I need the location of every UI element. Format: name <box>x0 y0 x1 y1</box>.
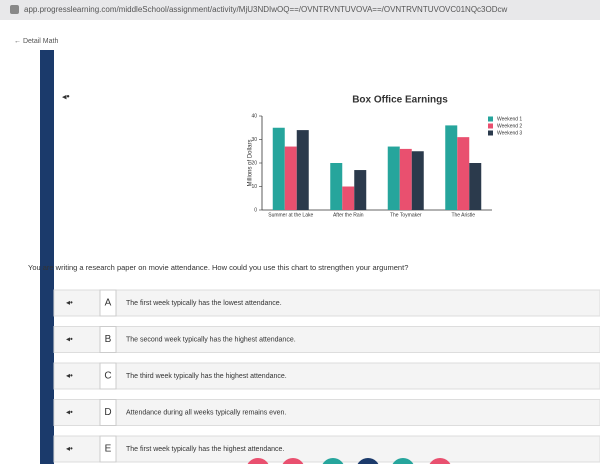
y-tick-label: 10 <box>251 184 257 190</box>
legend-swatch <box>488 130 493 136</box>
option-text[interactable]: The second week typically has the highes… <box>126 336 296 343</box>
legend-swatch <box>488 116 493 122</box>
bar <box>284 146 297 210</box>
speaker-icon[interactable]: ◂• <box>66 335 73 344</box>
letter-box[interactable] <box>99 399 117 426</box>
letter-box[interactable] <box>99 326 117 353</box>
bar <box>387 146 400 210</box>
legend-label: Weekend 3 <box>497 130 522 136</box>
y-axis-label: Millions of Dollars <box>248 139 254 186</box>
bar <box>399 148 412 210</box>
option-letter[interactable]: E <box>105 444 112 455</box>
back-link[interactable]: ← Detail Math <box>14 38 58 45</box>
x-tick-label: After the Rain <box>333 212 364 218</box>
bar <box>457 137 470 210</box>
x-tick-label: Summer at the Lake <box>268 212 313 218</box>
back-text[interactable]: Detail Math <box>23 38 59 45</box>
legend-label: Weekend 1 <box>497 116 522 122</box>
bar <box>469 163 482 210</box>
legend-swatch <box>488 123 493 129</box>
legend-label: Weekend 2 <box>497 123 522 129</box>
bar <box>272 127 285 210</box>
letter-box[interactable] <box>99 362 117 390</box>
y-tick-label: 20 <box>251 160 257 166</box>
url[interactable]: app.progresslearning.com/middleSchool/as… <box>24 5 507 14</box>
letter-box[interactable] <box>99 435 117 463</box>
y-tick-label: 0 <box>254 207 257 213</box>
chart-title: Box Office Earnings <box>352 95 448 106</box>
options: ◂• A The first week typically has the lowe… <box>53 289 600 463</box>
x-tick-label: The Toymaker <box>390 212 422 218</box>
address-bar <box>0 0 600 20</box>
site-icon <box>10 5 19 14</box>
y-tick-label: 30 <box>251 137 257 143</box>
letter-box[interactable] <box>99 289 117 317</box>
option-row[interactable] <box>53 326 600 353</box>
speaker-icon[interactable]: ◂• <box>66 298 73 307</box>
speaker-icon[interactable]: ◂• <box>66 408 73 417</box>
speaker-icon[interactable]: ◂• <box>62 91 70 101</box>
option-letter[interactable]: A <box>105 298 112 309</box>
speaker-icon[interactable]: ◂• <box>66 371 73 380</box>
speaker-icon[interactable]: ◂• <box>66 444 73 453</box>
bar <box>296 130 309 210</box>
option-text[interactable]: The third week typically has the highest… <box>126 373 287 380</box>
bar <box>445 125 458 210</box>
option-text[interactable]: The first week typically has the lowest … <box>126 300 282 307</box>
chart: Box Office Earnings Millions of Dollars … <box>248 95 523 219</box>
bar <box>411 151 424 210</box>
question: You are writing a research paper on movi… <box>28 263 408 272</box>
x-tick-label: The Aristle <box>451 212 475 218</box>
bar <box>342 186 355 210</box>
option-letter[interactable]: C <box>104 371 111 382</box>
option-text[interactable]: Attendance during all weeks typically re… <box>126 409 286 416</box>
option-row[interactable] <box>53 362 600 390</box>
side-bar <box>40 50 54 464</box>
option-text[interactable]: The first week typically has the highest… <box>126 446 284 453</box>
bar <box>330 163 343 210</box>
option-row[interactable] <box>53 289 600 317</box>
y-tick-label: 40 <box>251 113 257 119</box>
bar <box>354 170 367 210</box>
option-row[interactable] <box>53 399 600 426</box>
option-letter[interactable]: B <box>105 334 112 345</box>
option-letter[interactable]: D <box>104 407 111 418</box>
